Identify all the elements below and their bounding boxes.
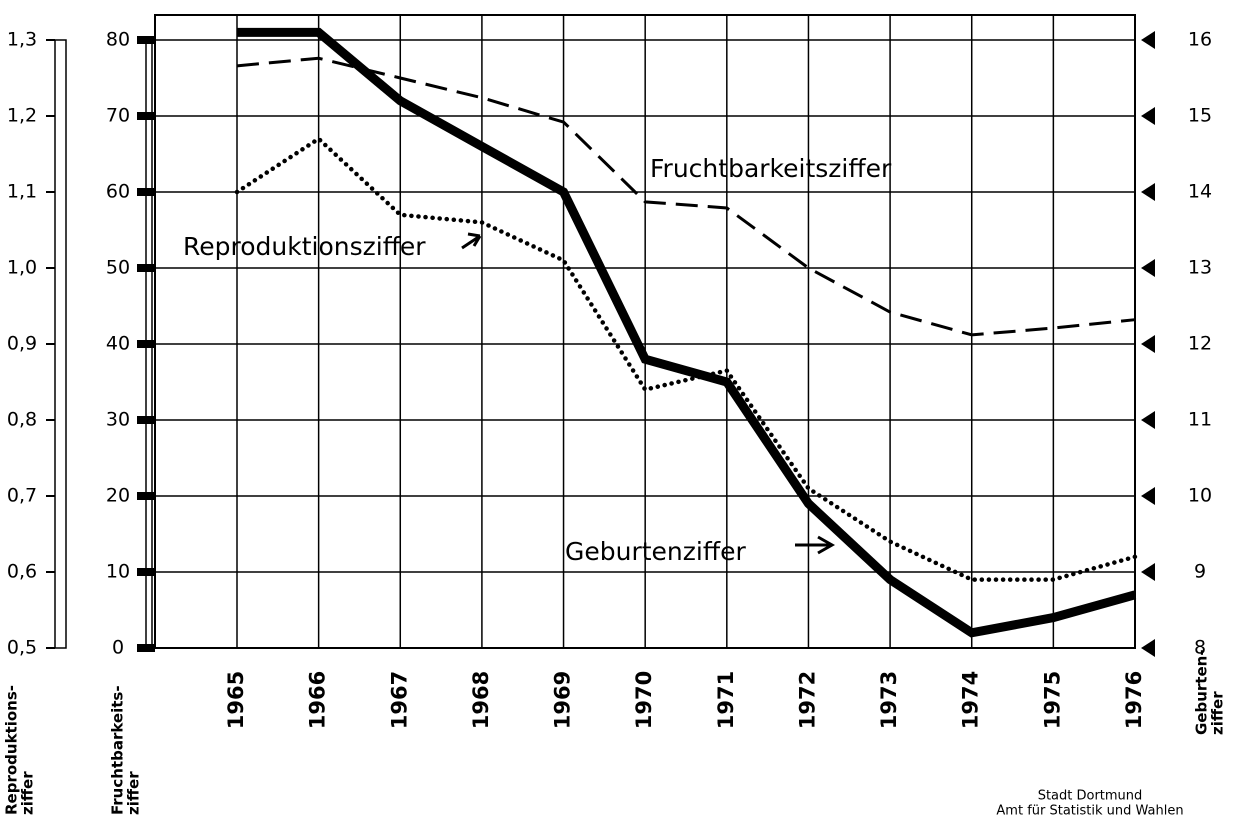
tick-mark: [137, 340, 155, 348]
axis-label: Fruchtbarkeits-: [109, 685, 127, 815]
y3-tick-label: 1,2: [7, 105, 37, 127]
tick-mark: [1141, 487, 1155, 505]
tick-mark: [1141, 411, 1155, 429]
y3-tick-label: 1,1: [7, 181, 37, 203]
tick-mark: [1141, 31, 1155, 49]
axis-label: ziffer: [1209, 691, 1227, 735]
x-tick-label: 1967: [387, 671, 411, 729]
y-tick-label: 70: [106, 105, 130, 127]
y2-tick-label: 9: [1194, 561, 1206, 583]
y2-tick-label: 10: [1188, 485, 1212, 507]
tick-mark: [137, 264, 155, 272]
axis-label: Reproduktions-: [3, 685, 21, 815]
y3-tick-label: 0,9: [7, 333, 37, 355]
tick-mark: [1141, 639, 1155, 657]
x-tick-label: 1969: [551, 671, 575, 729]
tick-mark: [137, 568, 155, 576]
axis-label: Geburten-: [1193, 649, 1211, 735]
y-tick-label: 10: [106, 561, 130, 583]
x-tick-label: 1970: [632, 671, 656, 729]
y2-tick-label: 16: [1188, 29, 1212, 51]
y-tick-label: 30: [106, 409, 130, 431]
axis-label: ziffer: [19, 771, 37, 815]
y2-tick-label: 8: [1194, 637, 1206, 659]
y-tick-label: 50: [106, 257, 130, 279]
source: Stadt Dortmund: [1038, 789, 1143, 804]
tick-mark: [1141, 107, 1155, 125]
source: Amt für Statistik und Wahlen: [996, 804, 1183, 819]
x-tick-label: 1975: [1040, 671, 1064, 729]
y2-tick-label: 13: [1188, 257, 1212, 279]
tick-mark: [1141, 259, 1155, 277]
x-tick-label: 1974: [959, 671, 983, 729]
x-tick-label: 1976: [1122, 671, 1146, 729]
arrow: [795, 535, 836, 555]
tick-mark: [137, 492, 155, 500]
tick-mark: [137, 644, 155, 652]
x-tick-label: 1973: [877, 671, 901, 729]
y2-tick-label: 12: [1188, 333, 1212, 355]
y3-tick-label: 0,8: [7, 409, 37, 431]
x-tick-label: 1968: [469, 671, 493, 729]
tick-mark: [137, 36, 155, 44]
y-tick-label: 60: [106, 181, 130, 203]
y2-tick-label: 15: [1188, 105, 1212, 127]
axis-bar: [54, 39, 67, 649]
series-line: [237, 27, 1137, 638]
x-tick-label: 1972: [795, 671, 819, 729]
tick-mark: [137, 188, 155, 196]
annotation: Geburtenziffer: [565, 537, 746, 566]
y3-tick-label: 0,6: [7, 561, 37, 583]
series-line: [234, 135, 1138, 582]
tick-mark: [1141, 335, 1155, 353]
y2-tick-label: 11: [1188, 409, 1212, 431]
y-tick-label: 20: [106, 485, 130, 507]
x-tick-label: 1965: [224, 671, 248, 729]
y-tick-label: 40: [106, 333, 130, 355]
y-tick-label: 0: [112, 637, 124, 659]
x-tick-label: 1971: [714, 671, 738, 729]
tick-mark: [137, 112, 155, 120]
y3-tick-label: 0,5: [7, 637, 37, 659]
annotation: Reproduktionsziffer: [183, 232, 426, 261]
y3-tick-label: 0,7: [7, 485, 37, 507]
tick-mark: [137, 416, 155, 424]
x-tick-label: 1966: [306, 671, 330, 729]
series-line: [236, 56, 1136, 337]
y3-tick-label: 1,3: [7, 29, 37, 51]
annotation: Fruchtbarkeitsziffer: [650, 154, 892, 183]
tick-mark: [1141, 183, 1155, 201]
y3-tick-label: 1,0: [7, 257, 37, 279]
y-tick-label: 80: [106, 29, 130, 51]
y2-tick-label: 14: [1188, 181, 1212, 203]
tick-mark: [1141, 563, 1155, 581]
axis-label: ziffer: [125, 771, 143, 815]
arrow: [461, 232, 482, 250]
